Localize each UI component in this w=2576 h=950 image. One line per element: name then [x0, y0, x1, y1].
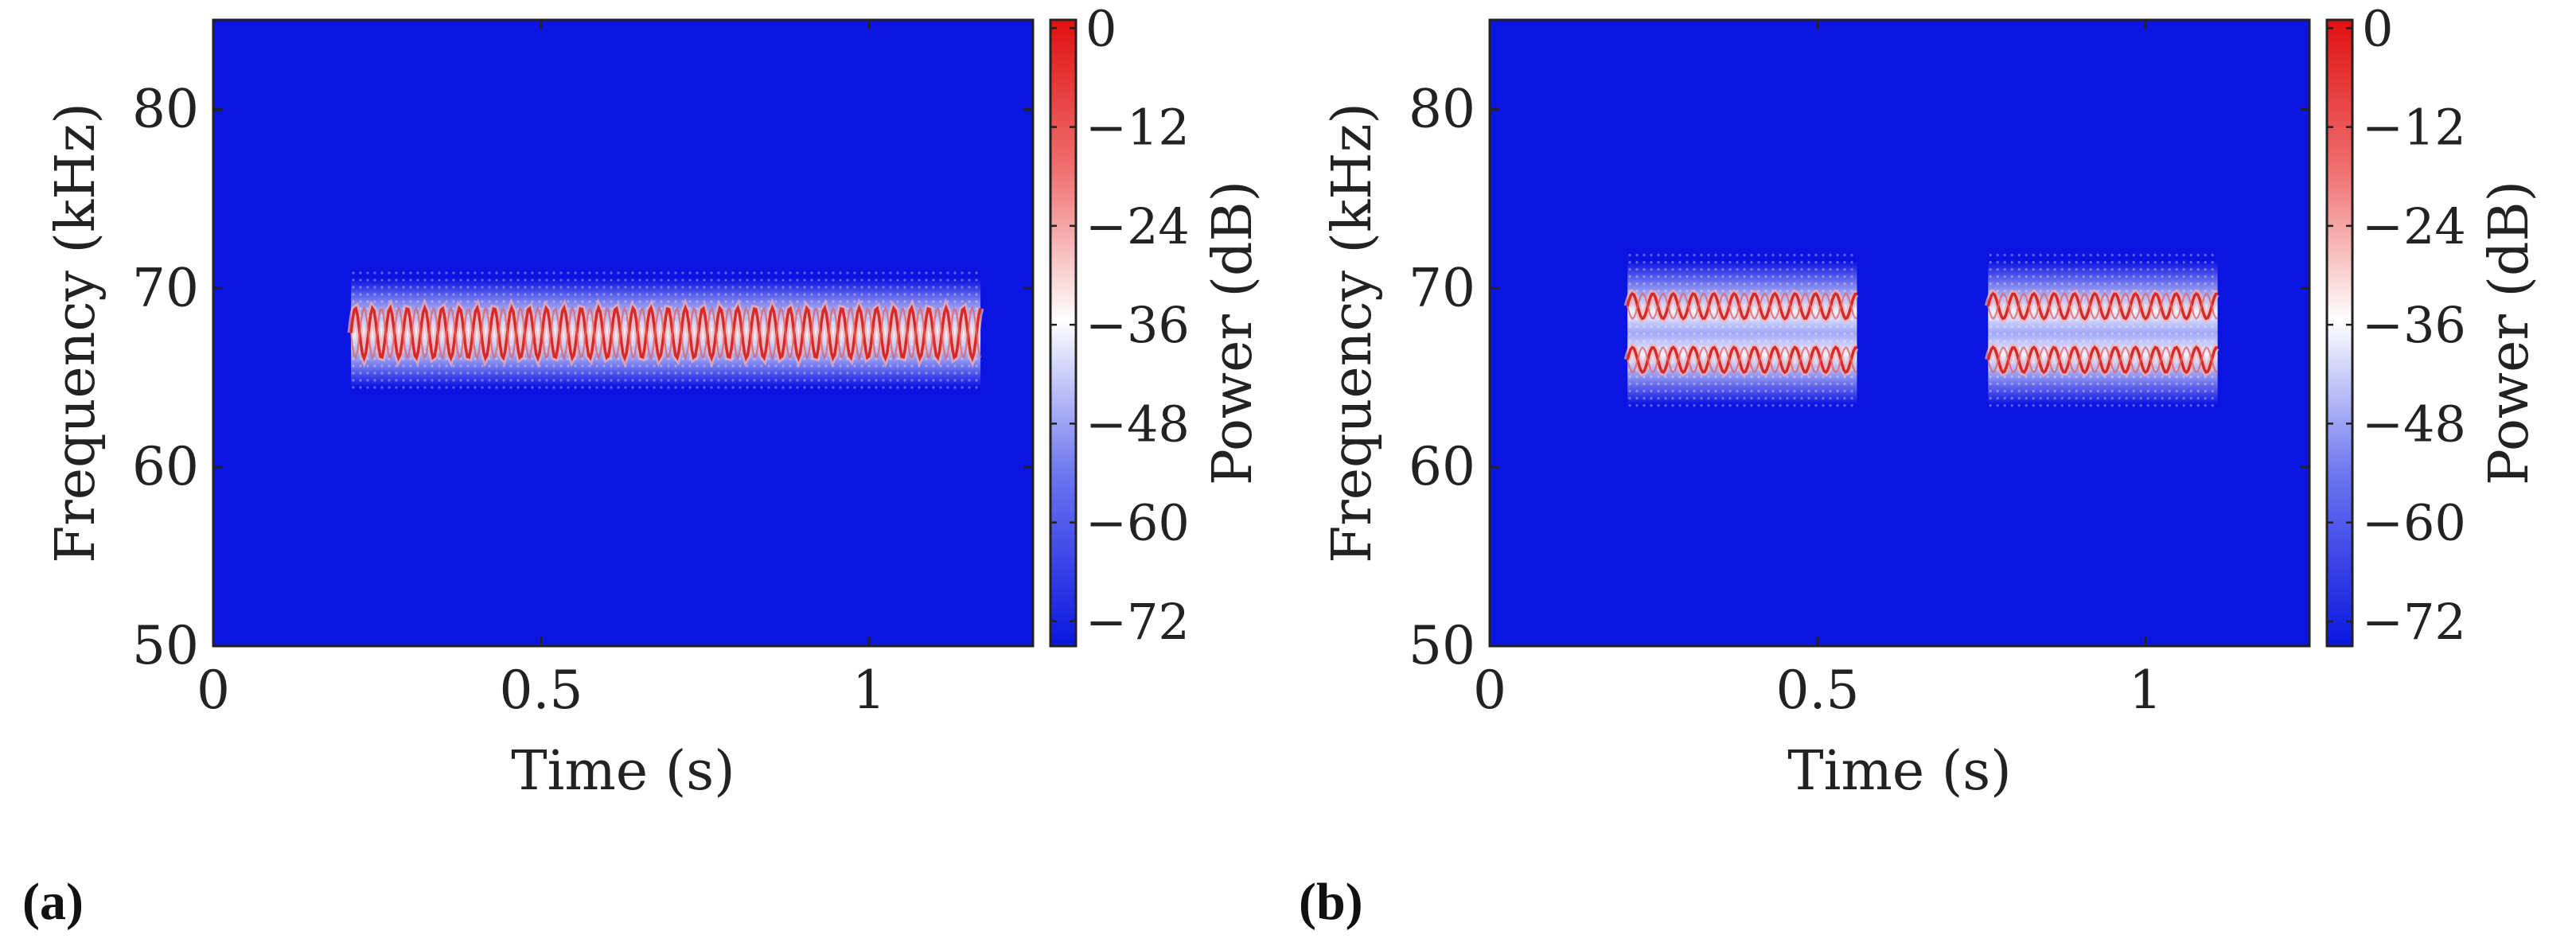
trace-mirror-2 — [1626, 345, 1857, 374]
trace-2 — [1626, 345, 1857, 375]
y-axis-label-b: Frequency (kHz) — [1321, 103, 1384, 563]
x-axis-label-a: Time (s) — [511, 740, 735, 803]
x-tick-label: 0.5 — [500, 660, 583, 721]
axes-frame — [1488, 18, 2311, 648]
x-axis-ticks-a: 0 0.5 1 — [197, 20, 886, 721]
colorbar-tick-label: −48 — [1085, 395, 1190, 453]
y-tick-label: 50 — [132, 615, 199, 676]
x-axis-ticks-b: 0 0.5 1 — [1473, 20, 2162, 721]
colorbar-tick-label: −72 — [1085, 593, 1190, 651]
colorbar-label-a: Power (dB) — [1202, 181, 1265, 485]
signal-burst-1 — [347, 271, 984, 389]
colorbar-tick-label: −36 — [1085, 296, 1190, 354]
x-tick-label: 0 — [1473, 660, 1506, 721]
trace-mirror-1 — [349, 305, 982, 361]
panel-label-a: (a) — [22, 873, 84, 931]
colorbar-tick-label: −60 — [1085, 494, 1190, 552]
colorbar-tick-label: 0 — [2362, 0, 2393, 57]
colorbar-tick-label: −12 — [1085, 99, 1190, 157]
colorbar-frame — [1049, 18, 1078, 648]
x-axis-label-b: Time (s) — [1787, 740, 2011, 803]
colorbar-gradient — [1050, 20, 1076, 646]
colorbar-tick-label: −72 — [2362, 593, 2466, 651]
colorbar-b — [2325, 18, 2354, 648]
trace-mirror-1 — [1987, 292, 2218, 321]
x-tick-label: 1 — [852, 660, 886, 721]
burst-envelope — [1988, 261, 2218, 405]
y-axis-label-a: Frequency (kHz) — [45, 103, 107, 563]
signal-burst-1 — [1623, 254, 1859, 407]
trace-mirror-1 — [1626, 292, 1857, 321]
trace-2 — [1986, 345, 2218, 375]
y-tick-label: 60 — [1409, 436, 1475, 497]
y-tick-label: 50 — [1409, 615, 1475, 676]
colorbar-tick-label: −12 — [2362, 99, 2466, 157]
colorbar-tick-label: −24 — [1085, 197, 1190, 255]
colorbar-frame — [2325, 18, 2354, 648]
trace-mirror-2 — [1987, 345, 2218, 374]
y-tick-label: 70 — [1409, 257, 1475, 318]
x-tick-label: 1 — [2129, 660, 2162, 721]
trace-1 — [1986, 291, 2218, 321]
colorbar-tick-label: −24 — [2362, 197, 2466, 255]
colorbar-ticks-a: 0 −12 −24 −36 −48 −60 −72 — [1050, 0, 1190, 651]
spectrogram-plot-b — [1488, 18, 2311, 648]
trace-1 — [1626, 291, 1857, 321]
y-axis-ticks-b: 50 60 70 80 — [1409, 78, 2309, 676]
burst-envelope — [1627, 261, 1857, 405]
y-tick-label: 80 — [1409, 78, 1475, 139]
y-tick-label: 60 — [132, 436, 199, 497]
x-tick-label: 0.5 — [1776, 660, 1860, 721]
x-tick-label: 0 — [197, 660, 230, 721]
colorbar-ticks-b: 0 −12 −24 −36 −48 −60 −72 — [2327, 0, 2466, 651]
colorbar-tick-label: −60 — [2362, 494, 2466, 552]
trace-1 — [349, 304, 982, 362]
signal-burst-2 — [1984, 254, 2219, 407]
axes-frame — [212, 18, 1035, 648]
colorbar-tick-label: 0 — [1085, 0, 1117, 57]
colorbar-tick-label: −48 — [2362, 395, 2466, 453]
panel-label-b: (b) — [1299, 873, 1363, 931]
y-tick-label: 70 — [132, 257, 199, 318]
spectrogram-plot-a — [212, 18, 1035, 648]
y-tick-label: 80 — [132, 78, 199, 139]
colorbar-a — [1049, 18, 1078, 648]
colorbar-tick-label: −36 — [2362, 296, 2466, 354]
colorbar-label-b: Power (dB) — [2478, 181, 2541, 485]
colorbar-gradient — [2327, 20, 2352, 646]
y-axis-ticks-a: 50 60 70 80 — [132, 78, 1033, 676]
